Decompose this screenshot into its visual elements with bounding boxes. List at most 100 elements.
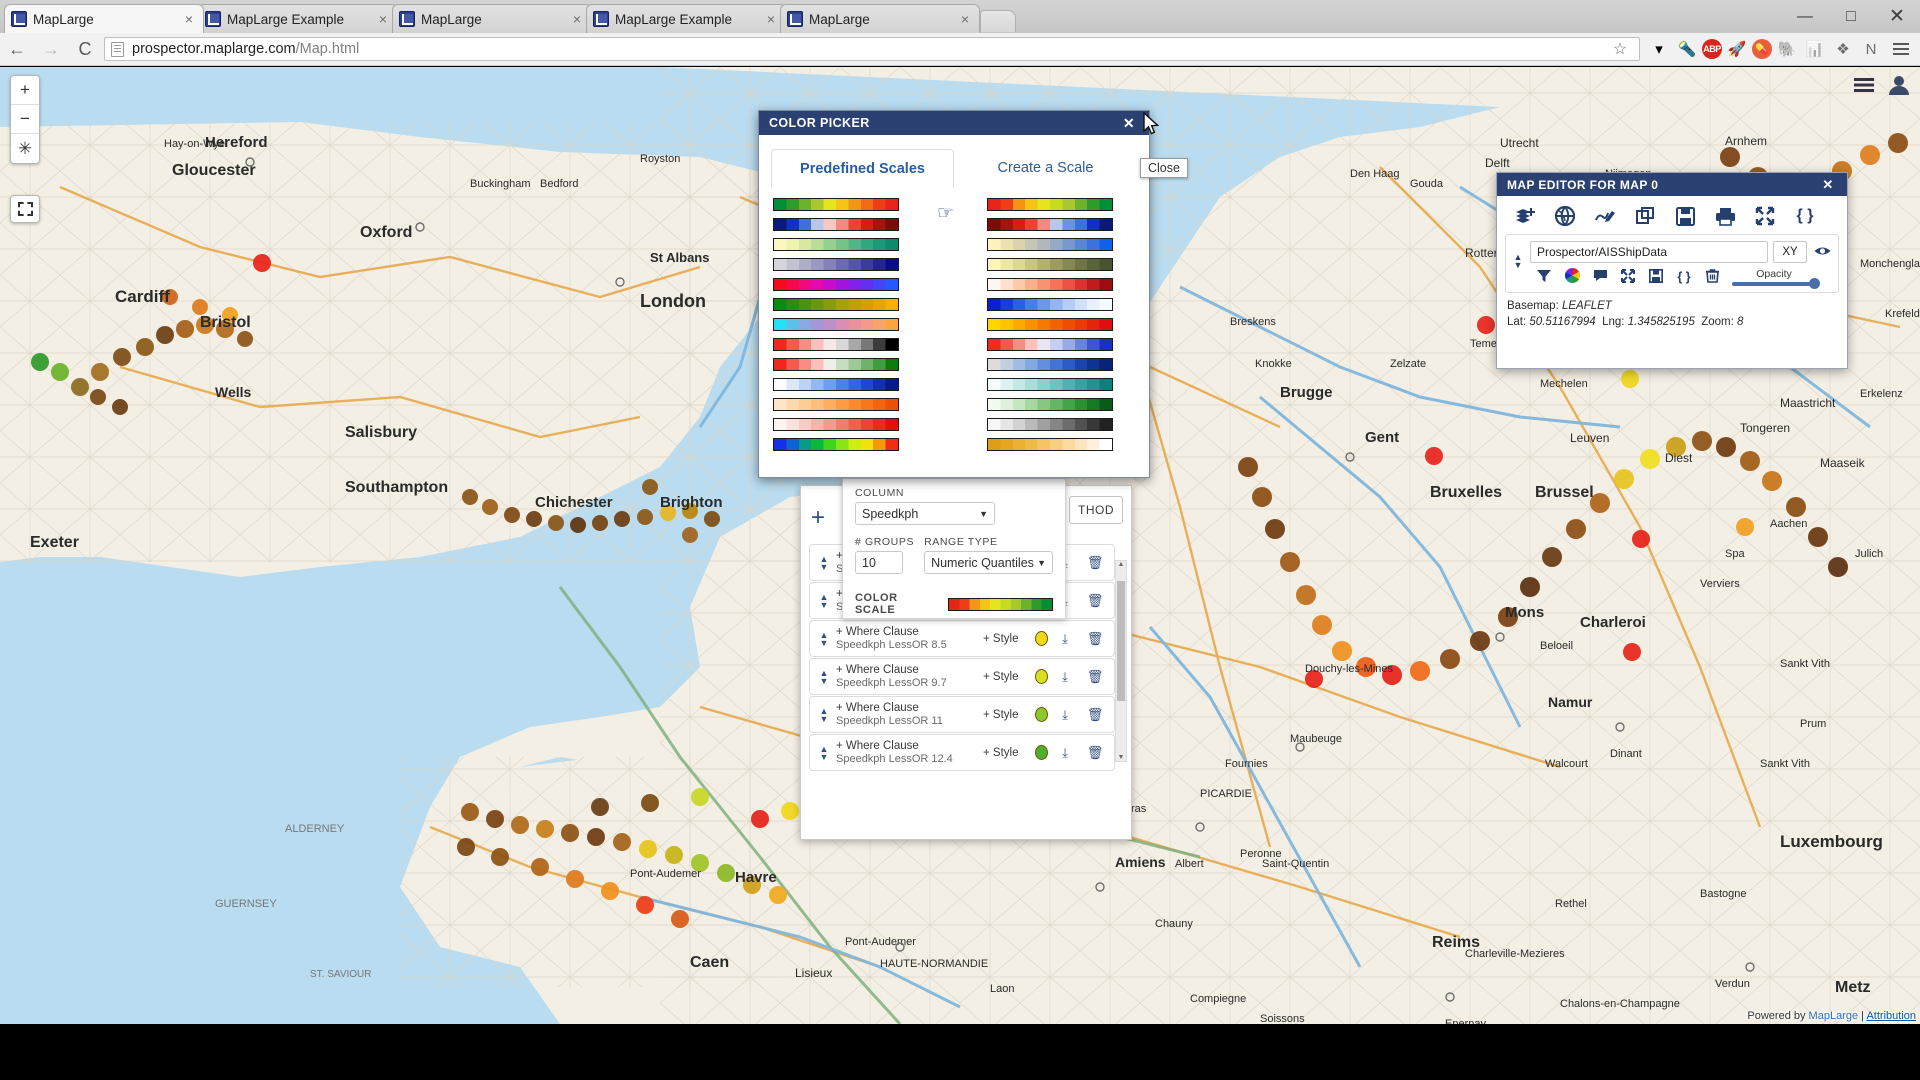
opacity-track[interactable] (1732, 278, 1820, 289)
browser-tab-3[interactable]: MapLarge Example × (586, 4, 786, 33)
trash-icon[interactable] (1698, 268, 1726, 286)
browser-tab-1[interactable]: MapLarge Example × (198, 4, 398, 33)
style-label[interactable]: + Style (983, 670, 1019, 683)
tab-close-icon[interactable]: × (572, 11, 582, 27)
tab-close-icon[interactable]: × (960, 11, 970, 27)
globe-icon[interactable] (1545, 202, 1585, 230)
draw-edit-icon[interactable] (1585, 202, 1625, 230)
layer-reorder-handle[interactable]: ▲ ▼ (1513, 252, 1523, 270)
scroll-up-arrow[interactable]: ▲ (1117, 561, 1125, 568)
print-icon[interactable] (1705, 202, 1745, 230)
zoom-out-button[interactable]: − (11, 105, 39, 134)
style-label[interactable]: + Style (983, 708, 1019, 721)
reorder-handle[interactable]: ▲ ▼ (819, 705, 829, 724)
style-clause-row-5[interactable]: ▲ ▼ + Where Clause Speedkph LessOR 12.4 +… (809, 734, 1115, 771)
map-editor-panel[interactable]: MAP EDITOR FOR MAP 0 ✕ (1496, 172, 1848, 369)
reorder-handle[interactable]: ▲ ▼ (819, 743, 829, 762)
evernote-extension-icon[interactable]: 🐘 (1777, 41, 1797, 58)
tab-close-icon[interactable]: × (184, 11, 194, 27)
reorder-handle[interactable]: ▲ ▼ (819, 553, 829, 572)
where-clause-label[interactable]: + Where Clause (836, 740, 919, 752)
style-panel-scrollbar[interactable]: ▲ ▼ (1115, 560, 1127, 762)
color-scale-swatch-red-white-blue[interactable] (987, 338, 1113, 351)
color-scale-swatch-blue-green-yellow-red[interactable] (773, 438, 899, 451)
color-scale-swatch-cyan-blue-pink-orange[interactable] (773, 318, 899, 331)
color-picker-dialog[interactable]: COLOR PICKER ✕ Predefined Scales Create … (758, 110, 1150, 478)
browser-tab-0[interactable]: MapLarge × (4, 4, 204, 33)
trash-icon[interactable]: 🗑 (1086, 706, 1104, 722)
adblock-plus-extension-icon[interactable]: ABP (1702, 39, 1722, 59)
new-tab-button[interactable] (980, 10, 1016, 32)
color-scale-swatch-cream-green[interactable] (773, 238, 899, 251)
color-scale-swatch-white-pink-red[interactable] (773, 418, 899, 431)
style-clause-row-4[interactable]: ▲ ▼ + Where Clause Speedkph LessOR 11 + S… (809, 696, 1115, 733)
tab-close-icon[interactable]: × (378, 11, 388, 27)
color-scale-swatch-navy-blue-lightcyan[interactable] (987, 298, 1113, 311)
minimize-button[interactable]: — (1797, 7, 1813, 25)
color-scale-swatch-red-yellow-green[interactable] (987, 198, 1113, 211)
close-icon[interactable]: ✕ (1822, 176, 1834, 192)
hamburger-menu-icon[interactable] (1854, 77, 1874, 96)
box-select-button[interactable] (10, 195, 40, 223)
color-scale-swatch-white-salmon-darkred[interactable] (987, 278, 1113, 291)
maplarge-brand-link[interactable]: MapLarge (1808, 1010, 1859, 1022)
download-icon[interactable]: ⤓ (1062, 630, 1068, 646)
color-scale-swatch-cream-olive[interactable] (987, 258, 1113, 271)
color-scale-swatch-cream-orange[interactable] (773, 398, 899, 411)
color-wheel-icon[interactable] (1558, 268, 1586, 286)
trash-icon[interactable]: 🗑 (1086, 630, 1104, 646)
style-clause-row-2[interactable]: ▲ ▼ + Where Clause Speedkph LessOR 8.5 + … (809, 620, 1115, 657)
zoom-in-button[interactable]: + (11, 76, 39, 105)
bookmark-star-icon[interactable]: ☆ (1612, 41, 1628, 58)
flashlight-extension-icon[interactable]: 🔦 (1677, 41, 1697, 58)
json-icon[interactable]: { } (1677, 270, 1691, 284)
save-icon[interactable] (1642, 268, 1670, 286)
layer-name-input[interactable]: Prospector/AISShipData (1530, 241, 1768, 263)
color-scale-swatch-red-white-grey-black[interactable] (773, 338, 899, 351)
style-clause-row-3[interactable]: ▲ ▼ + Where Clause Speedkph LessOR 9.7 + … (809, 658, 1115, 695)
forward-button[interactable]: → (42, 38, 60, 59)
pill-extension-icon[interactable]: 💊 (1752, 39, 1772, 59)
color-scale-swatch-darkred-red-pink-blue-navy[interactable] (987, 218, 1113, 231)
trash-icon[interactable]: 🗑 (1086, 744, 1104, 760)
expand-icon[interactable] (1614, 268, 1642, 286)
style-color-swatch[interactable] (1035, 707, 1048, 722)
dropdown-arrow-icon[interactable]: ▾ (1655, 41, 1663, 58)
add-layer-icon[interactable] (1505, 202, 1545, 230)
filter-icon[interactable] (1530, 269, 1558, 286)
opacity-knob[interactable] (1809, 278, 1820, 289)
copy-icon[interactable] (1625, 202, 1665, 230)
trash-icon[interactable]: 🗑 (1086, 592, 1104, 608)
style-color-swatch[interactable] (1035, 745, 1048, 760)
close-window-button[interactable]: ✕ (1889, 6, 1905, 27)
dropbox-extension-icon[interactable]: ❖ (1836, 41, 1850, 58)
where-clause-label[interactable]: + Where Clause (836, 626, 919, 638)
tab-predefined-scales[interactable]: Predefined Scales (771, 149, 954, 188)
map-zoom-control[interactable]: + − ✳ (10, 75, 40, 164)
color-scale-swatch-gold-white[interactable] (987, 438, 1113, 451)
color-scale-swatch-grey-blue-navy[interactable] (987, 358, 1113, 371)
browser-tab-4[interactable]: MapLarge × (780, 4, 980, 33)
range-type-select[interactable]: Numeric Quantiles ▼ (924, 551, 1053, 574)
fullscreen-icon[interactable] (1745, 202, 1785, 230)
page-info-icon[interactable] (111, 41, 124, 57)
reload-button[interactable]: C (78, 38, 92, 59)
tab-create-a-scale[interactable]: Create a Scale (997, 160, 1094, 176)
color-scale-swatch-yellow-orange-red[interactable] (987, 318, 1113, 331)
reorder-handle[interactable]: ▲ ▼ (819, 667, 829, 686)
style-color-swatch[interactable] (1035, 669, 1048, 684)
groups-input[interactable]: 10 (855, 551, 903, 574)
color-scale-swatch-green-yellow-red[interactable] (773, 198, 899, 211)
download-icon[interactable]: ⤓ (1062, 744, 1068, 760)
style-color-swatch[interactable] (1035, 631, 1048, 646)
attribution-link[interactable]: Attribution (1866, 1010, 1916, 1022)
color-scale-swatch-cream-grey-blue[interactable] (987, 238, 1113, 251)
chrome-menu-icon[interactable] (1886, 36, 1916, 62)
save-icon[interactable] (1665, 202, 1705, 230)
color-scale-preview[interactable] (948, 597, 1053, 611)
add-rule-button[interactable]: + (811, 504, 826, 531)
back-button[interactable]: ← (8, 38, 26, 59)
classification-settings-popup[interactable]: COLUMN Speedkph ▼ # GROUPS 10 RANGE TYPE… (842, 478, 1066, 619)
comment-icon[interactable] (1586, 269, 1614, 285)
download-icon[interactable]: ⤓ (1062, 668, 1068, 684)
